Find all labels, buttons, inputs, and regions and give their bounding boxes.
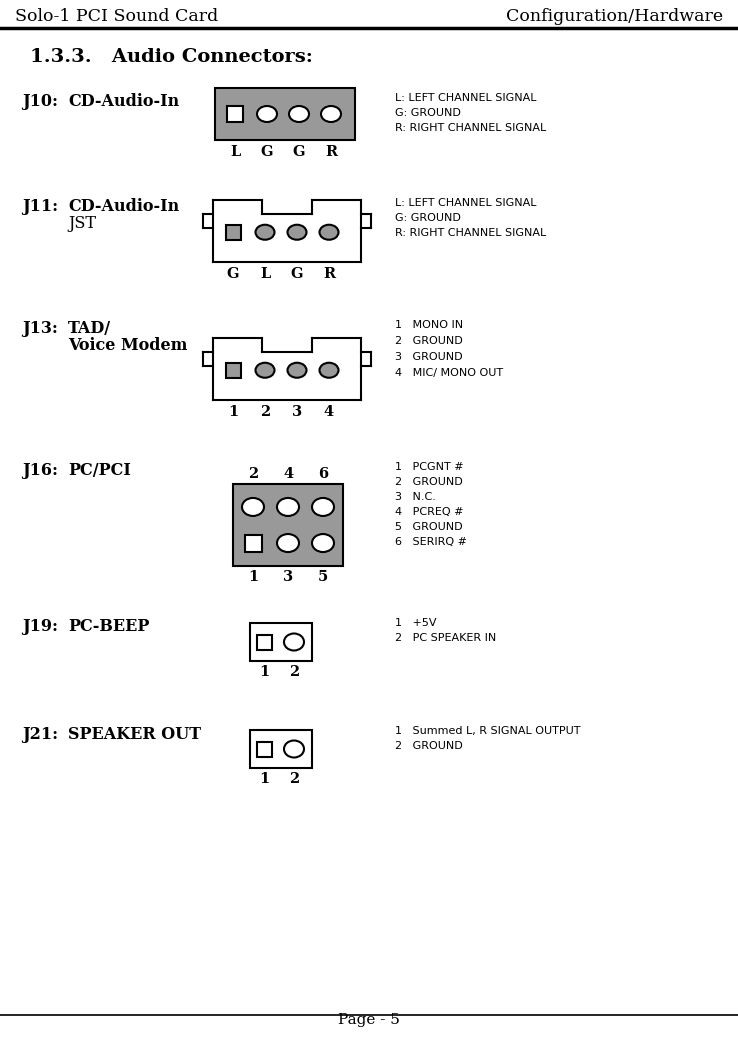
Text: CD-Audio-In: CD-Audio-In (68, 198, 179, 215)
Text: 2: 2 (260, 405, 270, 419)
Bar (244, 534, 261, 552)
Ellipse shape (277, 498, 299, 516)
Ellipse shape (312, 498, 334, 516)
Bar (226, 363, 241, 378)
Text: L: L (230, 145, 240, 159)
Text: 3: 3 (283, 570, 293, 584)
Text: 4: 4 (283, 467, 293, 481)
Text: 5   GROUND: 5 GROUND (395, 522, 463, 532)
Text: Voice Modem: Voice Modem (68, 337, 187, 354)
Text: L: L (260, 267, 270, 281)
Text: G: GROUND: G: GROUND (395, 108, 461, 118)
Text: 1   PCGNT #: 1 PCGNT # (395, 462, 463, 472)
Text: J16:: J16: (22, 462, 58, 479)
Ellipse shape (321, 106, 341, 122)
Text: G: G (261, 145, 273, 159)
Text: 1.3.3.   Audio Connectors:: 1.3.3. Audio Connectors: (30, 48, 313, 66)
Text: 2: 2 (248, 467, 258, 481)
Text: 2: 2 (289, 665, 299, 680)
Text: J19:: J19: (22, 618, 58, 635)
Ellipse shape (242, 498, 264, 516)
Bar (215, 88, 355, 140)
Text: 3   N.C.: 3 N.C. (395, 492, 436, 502)
Text: J21:: J21: (22, 726, 58, 743)
Text: R: R (323, 267, 335, 281)
Text: PC/PCI: PC/PCI (68, 462, 131, 479)
Text: G: G (293, 145, 306, 159)
Text: 4   MIC/ MONO OUT: 4 MIC/ MONO OUT (395, 368, 503, 378)
Ellipse shape (255, 363, 275, 378)
Ellipse shape (320, 224, 339, 240)
Text: 1   Summed L, R SIGNAL OUTPUT: 1 Summed L, R SIGNAL OUTPUT (395, 726, 581, 736)
Bar (250, 730, 312, 768)
Text: J13:: J13: (22, 320, 58, 337)
Bar (257, 742, 272, 756)
Bar (227, 106, 243, 122)
Ellipse shape (288, 363, 306, 378)
Text: R: RIGHT CHANNEL SIGNAL: R: RIGHT CHANNEL SIGNAL (395, 228, 546, 238)
Text: L: LEFT CHANNEL SIGNAL: L: LEFT CHANNEL SIGNAL (395, 94, 537, 103)
Text: 4: 4 (324, 405, 334, 419)
Text: CD-Audio-In: CD-Audio-In (68, 94, 179, 110)
Text: Solo-1 PCI Sound Card: Solo-1 PCI Sound Card (15, 8, 218, 25)
Text: 2   GROUND: 2 GROUND (395, 477, 463, 487)
Text: 1   +5V: 1 +5V (395, 618, 436, 628)
Text: 1   MONO IN: 1 MONO IN (395, 320, 463, 330)
Text: G: G (227, 267, 239, 281)
Bar (250, 623, 312, 661)
Text: 4   PCREQ #: 4 PCREQ # (395, 507, 463, 517)
Text: 1: 1 (259, 772, 269, 785)
Ellipse shape (277, 534, 299, 552)
Text: Configuration/Hardware: Configuration/Hardware (506, 8, 723, 25)
Text: 3: 3 (292, 405, 302, 419)
Text: JST: JST (68, 215, 96, 232)
Text: SPEAKER OUT: SPEAKER OUT (68, 726, 201, 743)
Ellipse shape (284, 634, 304, 650)
Ellipse shape (289, 106, 309, 122)
Text: 1: 1 (228, 405, 238, 419)
Ellipse shape (257, 106, 277, 122)
Text: 2: 2 (289, 772, 299, 785)
Bar (213, 199, 361, 262)
Ellipse shape (320, 363, 339, 378)
Text: 2   GROUND: 2 GROUND (395, 336, 463, 346)
Bar (257, 635, 272, 649)
Text: 5: 5 (318, 570, 328, 584)
Bar (226, 224, 241, 240)
Ellipse shape (284, 741, 304, 757)
Text: L: LEFT CHANNEL SIGNAL: L: LEFT CHANNEL SIGNAL (395, 198, 537, 208)
Text: R: RIGHT CHANNEL SIGNAL: R: RIGHT CHANNEL SIGNAL (395, 123, 546, 133)
Text: 2   GROUND: 2 GROUND (395, 741, 463, 751)
Ellipse shape (255, 224, 275, 240)
Text: PC-BEEP: PC-BEEP (68, 618, 149, 635)
Text: 6   SERIRQ #: 6 SERIRQ # (395, 537, 467, 547)
Text: J11:: J11: (22, 198, 58, 215)
Text: Page - 5: Page - 5 (338, 1013, 400, 1027)
Ellipse shape (288, 224, 306, 240)
Text: 6: 6 (318, 467, 328, 481)
Text: G: G (291, 267, 303, 281)
Bar (233, 484, 343, 566)
Text: 1: 1 (248, 570, 258, 584)
Text: 1: 1 (259, 665, 269, 680)
Text: G: GROUND: G: GROUND (395, 213, 461, 223)
Text: J10:: J10: (22, 94, 58, 110)
Ellipse shape (312, 534, 334, 552)
Text: R: R (325, 145, 337, 159)
Text: 3   GROUND: 3 GROUND (395, 352, 463, 362)
Text: TAD/: TAD/ (68, 320, 111, 337)
Text: 2   PC SPEAKER IN: 2 PC SPEAKER IN (395, 633, 496, 643)
Bar (213, 338, 361, 400)
